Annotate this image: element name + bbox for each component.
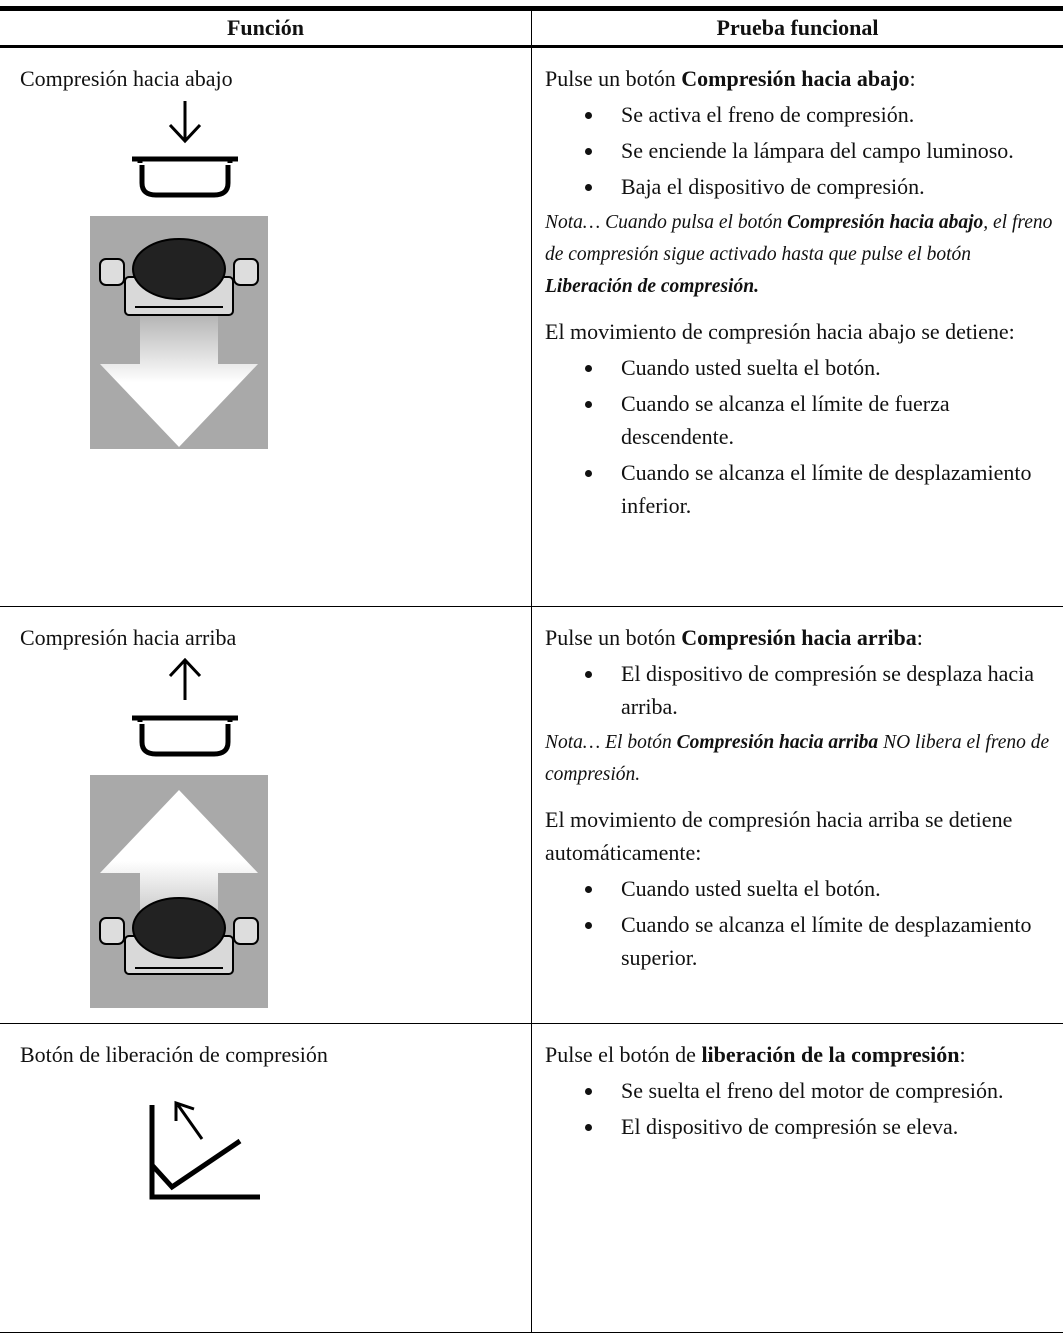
text-run: : (909, 66, 915, 91)
table-row: Compresión hacia abajo Pulse un botón Co… (0, 47, 1063, 607)
page: Función Prueba funcional Compresión haci… (0, 0, 1063, 1279)
bold-run: Compresión hacia arriba (677, 732, 879, 753)
bold-run: Compresión hacia arriba (681, 625, 916, 650)
bullet-list: El dispositivo de compresión se desplaza… (545, 657, 1055, 723)
table-body: Compresión hacia abajo Pulse un botón Co… (0, 47, 1063, 1333)
function-cell: Compresión hacia abajo (0, 47, 532, 607)
test-cell: Pulse el botón de liberación de la compr… (532, 1024, 1063, 1333)
bullet-item: Se enciende la lámpara del campo luminos… (605, 134, 1055, 167)
table-row: Botón de liberación de compresión Pulse … (0, 1024, 1063, 1333)
table-row: Compresión hacia arriba Pulse un botón C… (0, 607, 1063, 1024)
text-run: : (917, 625, 923, 650)
bullet-item: Cuando se alcanza el límite de desplazam… (605, 908, 1055, 974)
function-cell: Compresión hacia arriba (0, 607, 532, 1024)
bullet-item: Cuando usted suelta el botón. (605, 351, 1055, 384)
paragraph: El movimiento de compresión hacia abajo … (545, 315, 1055, 348)
bullet-item: Se activa el freno de compresión. (605, 98, 1055, 131)
header-cell: Prueba funcional (532, 9, 1063, 47)
bullet-item: Cuando usted suelta el botón. (605, 872, 1055, 905)
bold-run: Compresión hacia abajo (681, 66, 909, 91)
bullet-item: Baja el dispositivo de compresión. (605, 170, 1055, 203)
note: Nota… Cuando pulsa el botón Compresión h… (545, 207, 1055, 303)
function-cell: Botón de liberación de compresión (0, 1024, 532, 1333)
compression-down-icon (90, 99, 280, 464)
function-table: Función Prueba funcional Compresión haci… (0, 6, 1063, 1333)
text-run: Pulse un botón (545, 66, 681, 91)
paragraph: Pulse un botón Compresión hacia abajo: (545, 62, 1055, 95)
function-label: Compresión hacia abajo (20, 62, 531, 95)
bullet-item: Se suelta el freno del motor de compresi… (605, 1074, 1055, 1107)
text-run: Pulse un botón (545, 625, 681, 650)
bold-run: liberación de la compresión (701, 1042, 959, 1067)
bold-run: Compresión hacia abajo (787, 212, 983, 233)
bullet-item: El dispositivo de compresión se eleva. (605, 1110, 1055, 1143)
bullet-list: Cuando usted suelta el botón.Cuando se a… (545, 351, 1055, 522)
bullet-item: Cuando se alcanza el límite de desplazam… (605, 456, 1055, 522)
paragraph: El movimiento de compresión hacia arriba… (545, 803, 1055, 869)
bullet-list: Cuando usted suelta el botón.Cuando se a… (545, 872, 1055, 974)
bullet-item: El dispositivo de compresión se desplaza… (605, 657, 1055, 723)
document: Función Prueba funcional Compresión haci… (0, 6, 1063, 1333)
note: Nota… El botón Compresión hacia arriba N… (545, 727, 1055, 791)
compression-up-icon (90, 658, 280, 1023)
test-cell: Pulse un botón Compresión hacia abajo:Se… (532, 47, 1063, 607)
paragraph: Pulse un botón Compresión hacia arriba: (545, 621, 1055, 654)
text-run: Nota… El botón (545, 732, 677, 753)
bold-run: Liberación de compresión. (545, 276, 759, 297)
bullet-list: Se activa el freno de compresión.Se enci… (545, 98, 1055, 203)
compression-release-icon (90, 1075, 280, 1205)
text-run: : (960, 1042, 966, 1067)
text-run: Nota… Cuando pulsa el botón (545, 212, 787, 233)
bullet-item: Cuando se alcanza el límite de fuerza de… (605, 387, 1055, 453)
text-run: El movimiento de compresión hacia abajo … (545, 319, 1015, 344)
header-row: Función Prueba funcional (0, 9, 1063, 47)
test-cell: Pulse un botón Compresión hacia arriba:E… (532, 607, 1063, 1024)
text-run: Pulse el botón de (545, 1042, 701, 1067)
function-label: Compresión hacia arriba (20, 621, 531, 654)
paragraph: Pulse el botón de liberación de la compr… (545, 1038, 1055, 1071)
bullet-list: Se suelta el freno del motor de compresi… (545, 1074, 1055, 1143)
header-cell: Función (0, 9, 532, 47)
function-label: Botón de liberación de compresión (20, 1038, 531, 1071)
text-run: El movimiento de compresión hacia arriba… (545, 807, 1012, 865)
